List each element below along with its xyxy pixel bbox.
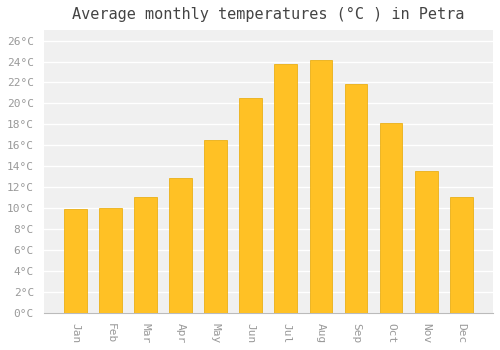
Bar: [99, 208, 122, 313]
Bar: [344, 84, 368, 313]
Bar: [274, 64, 297, 313]
Bar: [134, 197, 157, 313]
Bar: [380, 123, 402, 313]
Bar: [204, 140, 227, 313]
Bar: [170, 178, 192, 313]
Bar: [64, 209, 87, 313]
Bar: [415, 170, 438, 313]
Title: Average monthly temperatures (°C ) in Petra: Average monthly temperatures (°C ) in Pe…: [72, 7, 464, 22]
Bar: [310, 61, 332, 313]
Bar: [450, 197, 472, 313]
Bar: [240, 98, 262, 313]
